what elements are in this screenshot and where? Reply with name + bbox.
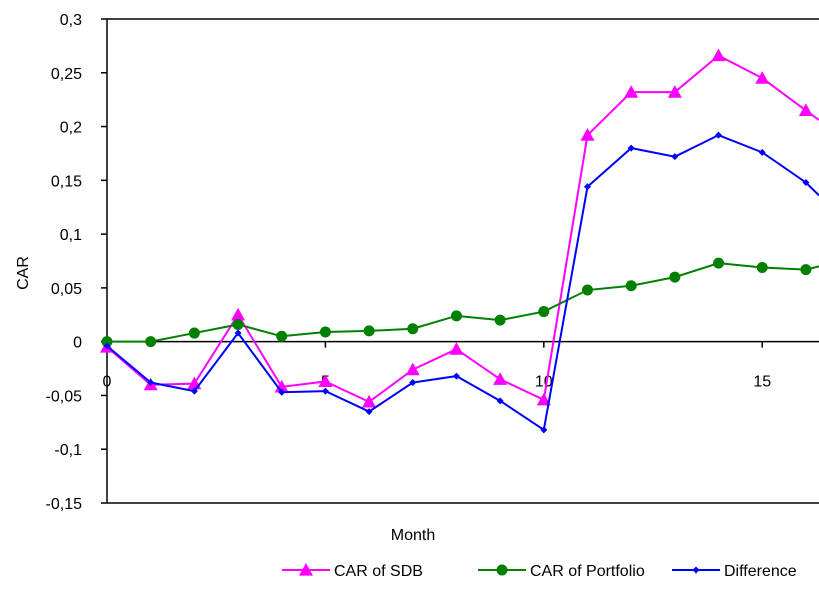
data-point — [538, 306, 550, 318]
data-point — [234, 329, 242, 337]
data-point — [493, 372, 508, 385]
y-tick-label: 0,3 — [60, 12, 82, 29]
y-tick-label: -0,1 — [54, 442, 82, 459]
x-tick-label: 15 — [753, 374, 771, 391]
data-point — [755, 71, 770, 84]
data-point — [624, 85, 639, 98]
data-point — [365, 408, 373, 416]
y-axis-title: CAR — [15, 256, 32, 290]
data-point — [274, 379, 289, 393]
data-point — [494, 314, 506, 326]
legend-label: Difference — [724, 563, 797, 580]
data-point — [758, 148, 766, 156]
data-point — [580, 128, 595, 141]
data-point — [276, 330, 288, 342]
x-tick-label: 10 — [535, 374, 553, 391]
legend-marker — [692, 566, 700, 574]
series-line — [106, 134, 819, 432]
data-point — [231, 307, 246, 321]
series-2 — [103, 131, 819, 434]
data-point — [711, 48, 726, 62]
data-point — [362, 394, 377, 408]
x-axis-title: Month — [391, 527, 435, 544]
data-point — [625, 280, 637, 292]
legend: CAR of SDB CAR of Portfolio Difference — [282, 563, 797, 580]
data-point — [190, 387, 198, 395]
data-point — [278, 388, 286, 396]
data-point — [627, 144, 635, 152]
y-tick-label: 0,15 — [51, 173, 82, 190]
legend-marker — [299, 563, 313, 576]
y-tick-label: 0,2 — [60, 120, 82, 137]
y-tick-label: -0,05 — [46, 388, 83, 405]
data-point — [409, 379, 417, 387]
data-point — [450, 310, 462, 322]
data-point — [232, 318, 244, 330]
data-point — [321, 387, 329, 395]
data-point — [756, 261, 768, 273]
data-point — [713, 257, 725, 269]
data-point — [798, 103, 813, 117]
data-point — [363, 325, 375, 337]
data-point — [145, 336, 157, 348]
data-point — [540, 426, 548, 434]
y-tick-label: 0,05 — [51, 281, 82, 298]
legend-label: CAR of Portfolio — [530, 563, 645, 580]
legend-label: CAR of SDB — [334, 563, 423, 580]
data-point — [449, 342, 464, 355]
data-point — [715, 131, 723, 139]
data-point — [581, 284, 593, 296]
data-point — [583, 183, 591, 191]
data-point — [103, 342, 111, 350]
data-point — [536, 392, 551, 406]
data-point — [802, 178, 810, 186]
series-1 — [101, 257, 819, 348]
data-point — [147, 379, 155, 387]
x-tick-label: 0 — [103, 374, 112, 391]
series-line — [107, 262, 819, 343]
data-point — [318, 374, 333, 388]
data-point — [667, 85, 682, 98]
series-line — [106, 54, 819, 404]
data-point — [407, 323, 419, 335]
data-point — [496, 397, 504, 405]
y-tick-label: 0,1 — [60, 227, 82, 244]
data-point — [452, 372, 460, 380]
y-tick-label: -0,15 — [46, 496, 83, 513]
data-point — [669, 271, 681, 283]
y-tick-label: 0,25 — [51, 66, 82, 83]
data-point — [800, 264, 812, 276]
data-point — [101, 336, 113, 348]
data-point — [319, 326, 331, 338]
y-tick-label: 0 — [73, 335, 82, 352]
data-point — [671, 153, 679, 161]
data-point — [188, 327, 200, 339]
series-0 — [100, 48, 819, 408]
legend-marker — [496, 564, 508, 576]
data-point — [405, 362, 420, 376]
